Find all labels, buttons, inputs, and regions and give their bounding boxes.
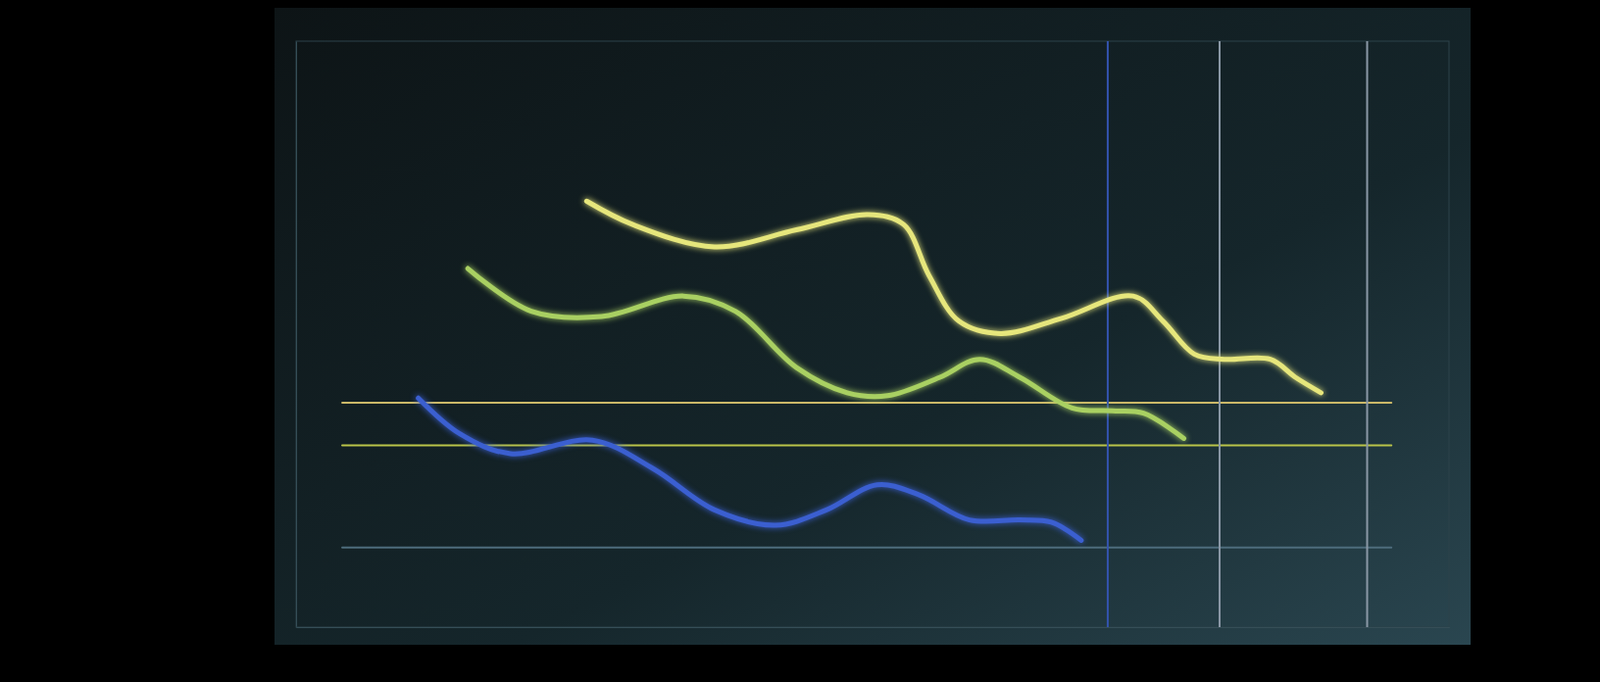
screen-background	[274, 7, 1471, 646]
reference-line	[342, 547, 1392, 550]
plot-frame	[296, 41, 1450, 628]
reference-line	[342, 445, 1392, 448]
reference-line	[342, 401, 1392, 404]
chart	[0, 0, 1600, 682]
reference-line	[1366, 41, 1369, 628]
plot-area	[342, 41, 1392, 628]
series-line	[418, 398, 1082, 541]
reference-line	[1106, 41, 1109, 628]
reference-line	[1218, 41, 1221, 628]
series-line	[467, 268, 1184, 439]
